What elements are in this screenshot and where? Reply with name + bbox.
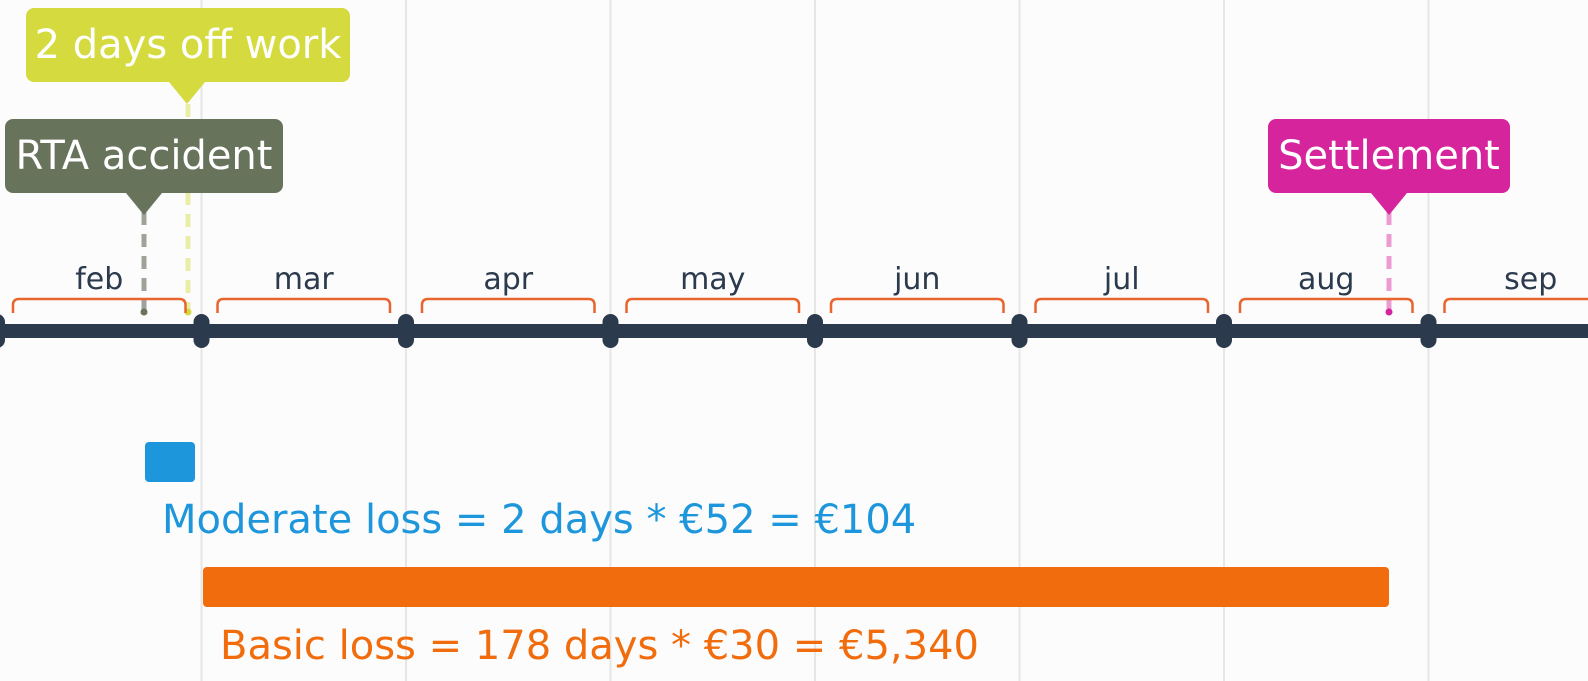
accident-callout: RTA accident (5, 119, 283, 215)
settlement-label: Settlement (1278, 133, 1500, 179)
month-bracket (1443, 297, 1588, 313)
axis-tick (602, 314, 619, 348)
axis-tick (0, 314, 5, 348)
month-label-apr: apr (483, 262, 533, 297)
month-label-jun: jun (893, 262, 940, 297)
axis-tick (193, 314, 210, 348)
moderate-loss-label: Moderate loss = 2 days * €52 = €104 (162, 497, 917, 543)
axis-tick (807, 314, 823, 348)
month-label-feb: feb (75, 262, 123, 297)
month-label-jul: jul (1103, 262, 1140, 297)
accident-marker-dot (140, 308, 148, 316)
basic-loss-bar (203, 567, 1389, 607)
month-label-may: may (680, 262, 745, 297)
axis-tick (1216, 314, 1232, 348)
month-label-mar: mar (274, 262, 335, 297)
axis-tick (1011, 314, 1028, 348)
month-axis: feb mar apr may jun jul aug sep (0, 262, 1588, 348)
loss-bars (145, 442, 1389, 607)
month-label-sep: sep (1504, 262, 1557, 297)
month-bracket (625, 297, 801, 313)
settlement-callout: Settlement (1268, 119, 1510, 215)
month-label-aug: aug (1298, 262, 1354, 297)
axis-tick (1420, 314, 1437, 348)
basic-loss-label: Basic loss = 178 days * €30 = €5,340 (220, 623, 979, 669)
month-bracket (1034, 297, 1210, 313)
axis-tick (398, 314, 414, 348)
month-bracket (1238, 297, 1414, 313)
settlement-marker-dot (1385, 308, 1393, 316)
accident-label: RTA accident (15, 133, 273, 179)
month-bracket (216, 297, 392, 313)
month-bracket (829, 297, 1005, 313)
moderate-loss-bar (145, 442, 195, 482)
month-bracket (420, 297, 596, 313)
off-work-callout: 2 days off work (26, 8, 350, 104)
off-work-label: 2 days off work (34, 22, 342, 68)
month-bracket (11, 297, 187, 313)
